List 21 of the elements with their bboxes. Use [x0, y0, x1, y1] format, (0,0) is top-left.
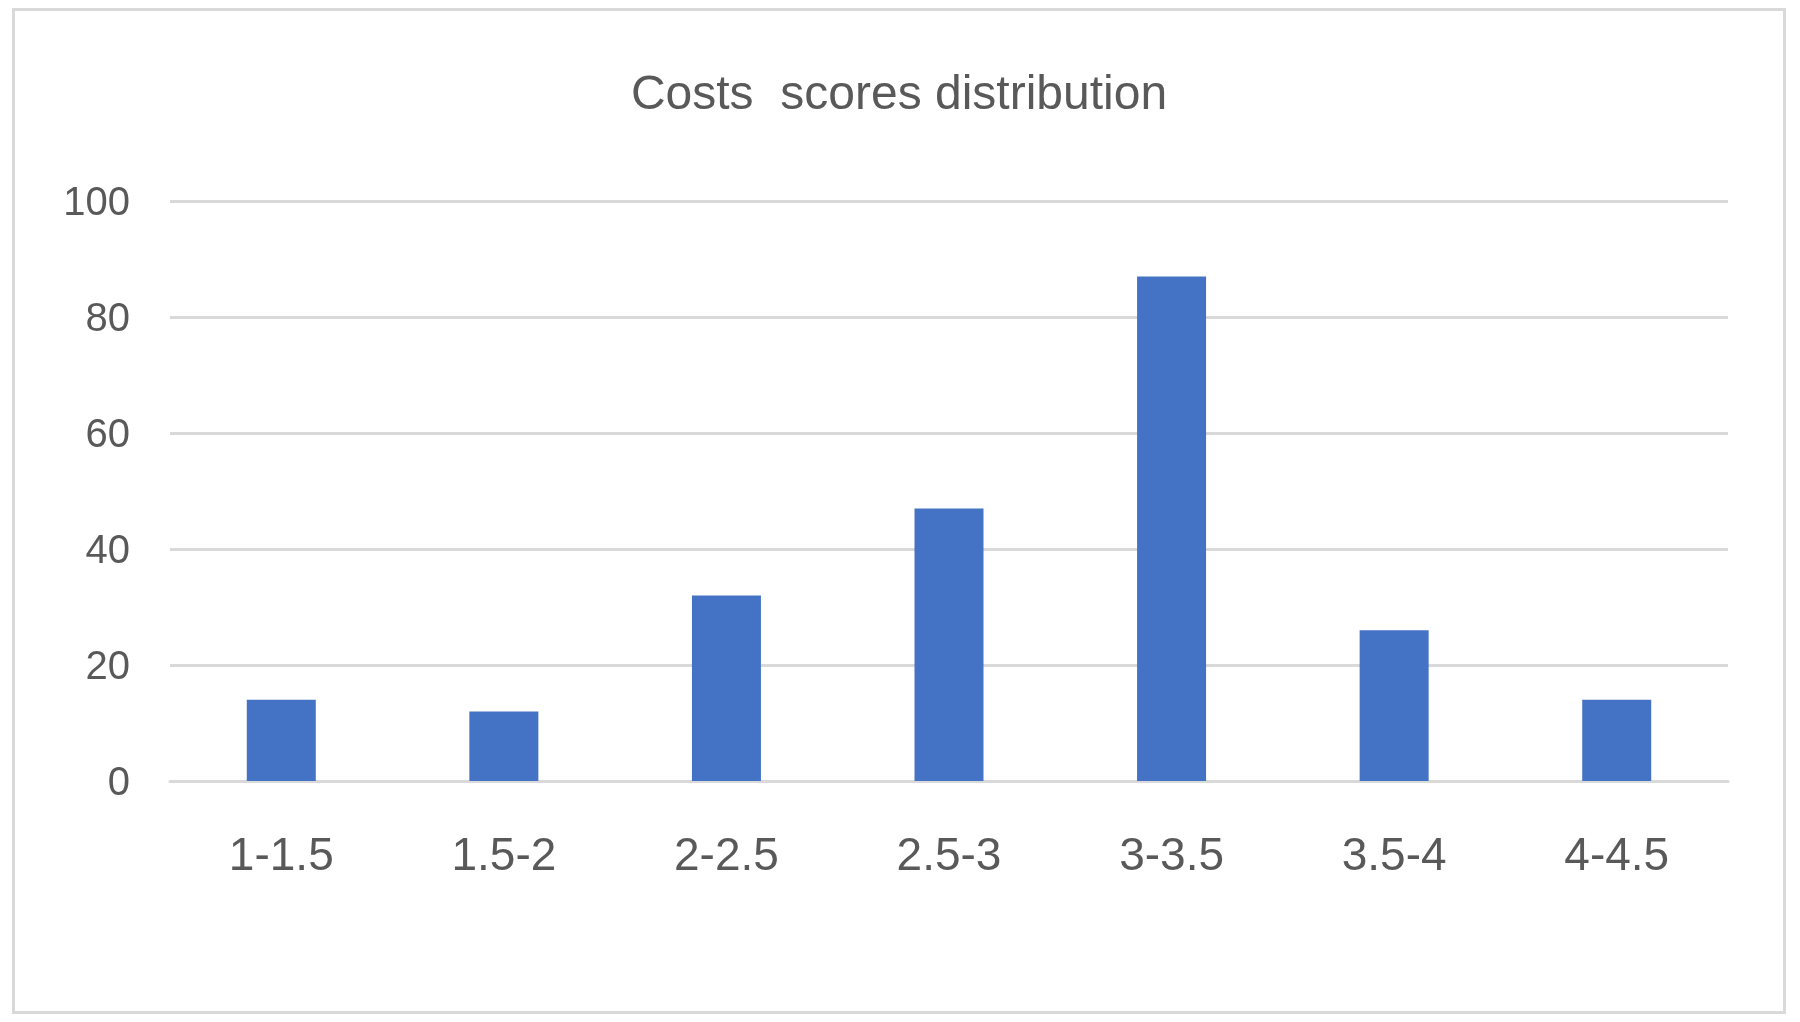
x-tick-label: 3-3.5 — [1119, 828, 1224, 880]
y-tick-label: 100 — [63, 179, 130, 223]
x-tick-label: 1.5-2 — [451, 828, 557, 880]
x-tick-label: 2.5-3 — [896, 828, 1002, 880]
x-tick-label: 2-2.5 — [674, 828, 779, 880]
bar — [691, 595, 761, 781]
bar — [1137, 276, 1207, 781]
y-tick-label: 80 — [85, 295, 130, 339]
x-tick-label: 4-4.5 — [1564, 828, 1670, 880]
x-tick-label: 3.5-4 — [1341, 828, 1447, 880]
bar — [1582, 699, 1652, 781]
y-tick-label: 60 — [85, 411, 130, 455]
chart-title: Costs scores distribution — [630, 65, 1168, 119]
bar — [469, 711, 539, 781]
y-tick-label: 40 — [85, 527, 130, 571]
bar — [1359, 630, 1429, 781]
y-tick-label: 0 — [107, 759, 130, 803]
x-tick-label: 1-1.5 — [228, 828, 334, 880]
bar — [246, 699, 316, 781]
bar — [914, 508, 984, 781]
y-tick-label: 20 — [85, 643, 130, 687]
